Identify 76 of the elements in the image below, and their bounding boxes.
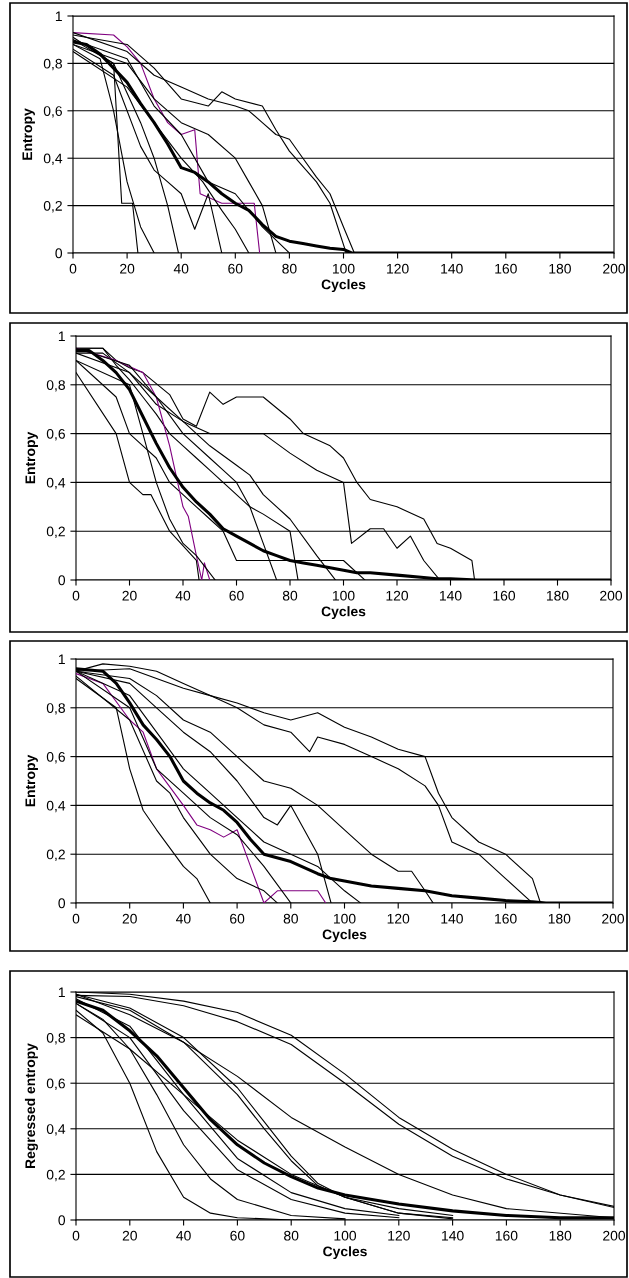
y-axis-title: Regressed entropy: [24, 1043, 38, 1168]
y-tick-label: 1: [58, 331, 65, 342]
x-tick-label: 200: [600, 590, 623, 601]
x-tick-label: 0: [72, 590, 80, 601]
x-tick-label: 120: [388, 1230, 410, 1241]
y-tick-label: 1: [55, 11, 62, 22]
y-tick-label: 0,2: [43, 200, 62, 213]
x-tick-label: 180: [546, 590, 569, 601]
x-tick-label: 180: [548, 913, 571, 924]
y-tick-label: 0,4: [46, 800, 66, 813]
x-tick-label: 40: [176, 1230, 191, 1241]
x-tick-label: 140: [441, 263, 463, 274]
x-tick-label: 120: [387, 913, 410, 924]
x-tick-label: 120: [386, 590, 409, 601]
x-tick-label: 200: [602, 913, 625, 924]
x-tick-label: 140: [442, 1230, 464, 1241]
x-tick-label: 140: [439, 590, 462, 601]
y-axis-title: Entropy: [22, 108, 35, 160]
x-tick-label: 20: [122, 1230, 137, 1241]
x-axis-title: Cycles: [321, 606, 366, 620]
x-tick-label: 0: [69, 263, 77, 274]
y-tick-label: 0,8: [46, 1032, 65, 1045]
y-tick-label: 0,6: [46, 751, 65, 764]
y-tick-label: 0,8: [46, 380, 65, 392]
y-tick-label: 0,2: [46, 849, 65, 862]
x-tick-label: 0: [72, 1230, 80, 1241]
y-tick-label: 0,2: [46, 1169, 65, 1182]
y-tick-label: 1: [58, 987, 65, 998]
y-tick-label: 0: [58, 575, 66, 586]
y-axis-title: Entropy: [25, 431, 38, 484]
y-tick-label: 1: [58, 654, 65, 665]
x-tick-label: 160: [495, 1230, 518, 1241]
x-axis-title: Cycles: [321, 279, 366, 293]
y-tick-label: 0: [58, 898, 66, 909]
x-tick-label: 40: [173, 263, 189, 274]
x-tick-label: 0: [72, 913, 80, 924]
y-tick-label: 0,6: [43, 106, 62, 118]
y-tick-label: 0: [55, 248, 63, 259]
y-tick-label: 0,8: [46, 703, 65, 715]
x-tick-label: 180: [549, 1230, 572, 1241]
x-tick-label: 80: [282, 590, 298, 601]
y-axis-title: Entropy: [25, 754, 38, 807]
x-tick-label: 60: [229, 590, 244, 601]
y-tick-label: 0,2: [46, 526, 65, 539]
x-tick-label: 100: [332, 263, 355, 274]
x-tick-label: 20: [122, 913, 137, 924]
x-tick-label: 200: [603, 1230, 626, 1241]
x-axis-title: Cycles: [323, 1246, 367, 1260]
x-tick-label: 80: [283, 913, 298, 924]
x-tick-label: 100: [332, 590, 355, 601]
y-tick-label: 0,8: [43, 58, 62, 71]
x-tick-label: 160: [495, 913, 517, 924]
x-tick-label: 80: [282, 263, 297, 274]
y-tick-label: 0,4: [46, 1124, 66, 1136]
x-tick-label: 40: [175, 590, 191, 601]
y-tick-label: 0,4: [43, 153, 63, 166]
y-tick-label: 0: [58, 1215, 66, 1226]
x-tick-label: 120: [387, 263, 409, 274]
x-tick-label: 20: [122, 590, 137, 601]
x-axis-title: Cycles: [322, 929, 367, 943]
x-tick-label: 20: [120, 263, 135, 274]
x-tick-label: 200: [603, 263, 626, 274]
x-tick-label: 180: [549, 263, 571, 274]
x-tick-label: 140: [441, 913, 463, 924]
y-tick-label: 0,4: [46, 477, 66, 490]
x-tick-label: 160: [495, 263, 517, 274]
x-tick-label: 80: [284, 1230, 299, 1241]
x-tick-label: 100: [334, 1230, 357, 1241]
x-tick-label: 40: [176, 913, 191, 924]
x-tick-label: 60: [230, 1230, 245, 1241]
x-tick-label: 60: [228, 263, 243, 274]
x-tick-label: 100: [333, 913, 356, 924]
x-tick-label: 60: [230, 913, 245, 924]
y-tick-label: 0,6: [46, 1078, 65, 1091]
y-tick-label: 0,6: [46, 428, 65, 441]
x-tick-label: 160: [493, 590, 516, 601]
